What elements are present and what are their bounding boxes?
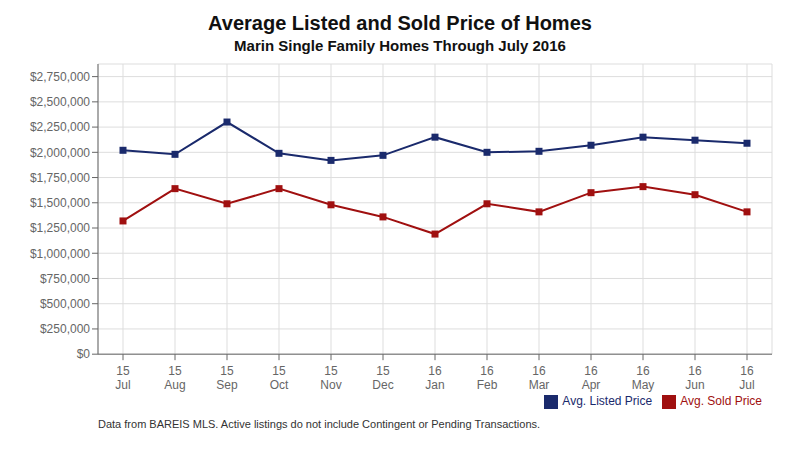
html-text:Avg. Sold Price: Avg. Sold Price: [680, 394, 762, 409]
svg-text:15Sep: 15Sep: [216, 364, 238, 392]
svg-text:15Oct: 15Oct: [270, 364, 289, 392]
html-text:Data from BAREIS MLS. Active l: Data from BAREIS MLS. Active listings do…: [98, 418, 541, 430]
svg-text:$2,500,000: $2,500,000: [30, 95, 90, 109]
svg-text:$750,000: $750,000: [40, 272, 90, 286]
html-text:Average Listed and Sold Price: Average Listed and Sold Price of Homes: [208, 12, 592, 34]
svg-text:$1,000,000: $1,000,000: [30, 247, 90, 261]
svg-text:16Apr: 16Apr: [582, 364, 601, 392]
svg-text:16May: 16May: [632, 364, 655, 392]
svg-text:15Aug: 15Aug: [164, 364, 185, 392]
svg-text:$1,250,000: $1,250,000: [30, 221, 90, 235]
svg-text:$1,750,000: $1,750,000: [30, 171, 90, 185]
svg-text:$2,000,000: $2,000,000: [30, 146, 90, 160]
svg-text:16Jan: 16Jan: [425, 364, 444, 392]
svg-text:16Mar: 16Mar: [529, 364, 550, 392]
svg-text:16Jul: 16Jul: [739, 364, 754, 392]
svg-text:$2,750,000: $2,750,000: [30, 70, 90, 84]
svg-text:16Jun: 16Jun: [685, 364, 704, 392]
svg-text:15Dec: 15Dec: [372, 364, 393, 392]
svg-text:$2,250,000: $2,250,000: [30, 120, 90, 134]
svg-text:$500,000: $500,000: [40, 297, 90, 311]
svg-text:$1,500,000: $1,500,000: [30, 196, 90, 210]
svg-text:15Nov: 15Nov: [320, 364, 341, 392]
svg-text:$0: $0: [77, 347, 91, 361]
html-text:Marin Single Family Homes Thro: Marin Single Family Homes Through July 2…: [234, 37, 566, 54]
svg-text:16Feb: 16Feb: [477, 364, 498, 392]
html-text:Avg. Listed Price: Avg. Listed Price: [562, 394, 653, 409]
svg-text:$250,000: $250,000: [40, 322, 90, 336]
svg-text:15Jul: 15Jul: [115, 364, 130, 392]
